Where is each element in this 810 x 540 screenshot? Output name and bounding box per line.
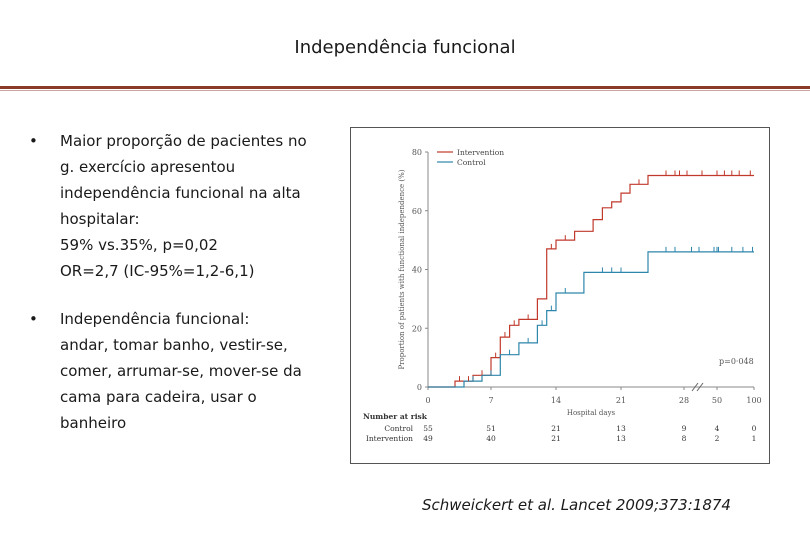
risk-value: 13 [616,434,626,443]
bullet-line: g. exercício apresentou [60,158,236,176]
risk-value: 21 [551,434,561,443]
title-rule-thin [0,90,810,91]
risk-value: 4 [715,424,720,433]
risk-value: 51 [486,424,496,433]
axis-break-mark [691,382,699,392]
series-line-control [428,251,754,388]
bullet-line: independência funcional na alta [60,184,301,202]
risk-value: 8 [682,434,687,443]
slide-title: Independência funcional [294,37,516,58]
x-tick-label: 100 [746,396,761,405]
x-tick-label: 21 [616,396,626,405]
risk-value: 21 [551,424,561,433]
p-value-label: p=0·048 [719,357,754,366]
bullet-line: Independência funcional: [60,310,250,328]
bullet-item-1: • Maior proporção de pacientes no g. exe… [26,128,326,284]
y-tick-label: 20 [412,324,422,333]
risk-value: 0 [752,424,757,433]
bullet-dot-icon: • [29,132,38,150]
series-line-intervention [428,174,754,388]
bullet-line: comer, arrumar-se, mover-se da [60,362,302,380]
risk-value: 49 [423,434,433,443]
chart-frame: 0 20 40 60 80 0 7 14 21 28 50 100 Hospital days Propo… [350,127,770,464]
bullet-line: OR=2,7 (IC-95%=1,2-6,1) [60,262,255,280]
y-tick-label: 80 [412,148,422,157]
number-at-risk-label: Number at risk [363,412,428,421]
x-axis-label: Hospital days [567,409,616,417]
legend-label-control: Control [457,158,486,167]
risk-row-label: Control [384,424,413,433]
y-tick-label: 40 [412,266,422,275]
y-tick-label: 0 [417,383,422,392]
bullet-line: 59% vs.35%, p=0,02 [60,236,218,254]
x-tick-label: 7 [488,396,493,405]
legend-label-intervention: Intervention [457,148,504,157]
bullet-line: Maior proporção de pacientes no [60,132,307,150]
x-tick-label: 28 [679,396,689,405]
risk-value: 2 [715,434,720,443]
bullet-line: hospitalar: [60,210,140,228]
bullet-dot-icon: • [29,310,38,328]
y-tick-label: 60 [412,207,422,216]
citation: Schweickert et al. Lancet 2009;373:1874 [422,496,731,514]
y-axis-label: Proportion of patients with functional i… [398,169,406,369]
title-rule [0,86,810,89]
risk-value: 55 [423,424,433,433]
bullet-line: cama para cadeira, usar o [60,388,257,406]
bullet-item-2: • Independência funcional: andar, tomar … [26,306,326,436]
x-tick-label: 0 [425,396,430,405]
risk-value: 1 [752,434,757,443]
bullet-list: • Maior proporção de pacientes no g. exe… [26,128,326,458]
axis-break-mark [696,382,704,392]
risk-row-label: Intervention [366,434,413,443]
bullet-line: andar, tomar banho, vestir-se, [60,336,288,354]
risk-value: 13 [616,424,626,433]
risk-value: 9 [682,424,687,433]
x-tick-label: 50 [712,396,722,405]
risk-value: 40 [486,434,496,443]
bullet-line: banheiro [60,414,127,432]
x-tick-label: 14 [551,396,561,405]
